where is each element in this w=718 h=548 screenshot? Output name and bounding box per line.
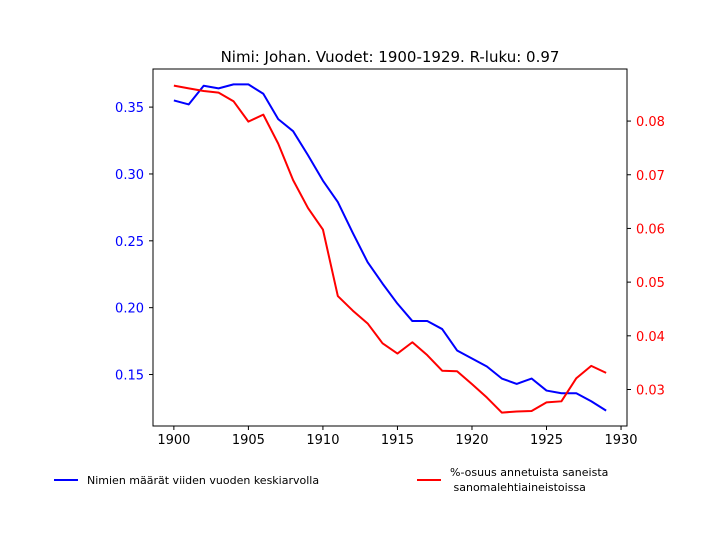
right-y-tick-label: 0.08 <box>636 115 665 130</box>
axes-layer: 1900 1905 1910 1915 1920 1925 1930 0.15 0.20 0.25… <box>115 101 665 448</box>
left-y-tick-label: 0.25 <box>115 235 144 250</box>
x-tick-label: 1900 <box>157 433 190 448</box>
left-y-tick-label: 0.30 <box>115 168 144 183</box>
x-tick-label: 1910 <box>306 433 339 448</box>
x-tick-label: 1920 <box>455 433 488 448</box>
x-tick-label: 1930 <box>604 433 637 448</box>
chart-title: Nimi: Johan. Vuodet: 1900-1929. R-luku: … <box>221 48 560 66</box>
left-y-tick-label: 0.15 <box>115 369 144 384</box>
legend-label: %-osuus annetuista saneista sanomalehtia… <box>450 466 608 494</box>
right-y-tick-label: 0.07 <box>636 169 665 184</box>
x-tick-label: 1915 <box>381 433 414 448</box>
right-y-tick-label: 0.05 <box>636 276 665 291</box>
right-y-tick-label: 0.03 <box>636 383 665 398</box>
plot-frame <box>152 68 628 427</box>
legend-label: Nimien määrät viiden vuoden keskiarvolla <box>87 474 319 487</box>
x-tick-label: 1925 <box>530 433 563 448</box>
right-y-tick-label: 0.06 <box>636 222 665 237</box>
series-line-1 <box>173 84 607 414</box>
series-line-0 <box>173 83 607 412</box>
series-layer <box>173 83 607 414</box>
left-y-tick-label: 0.20 <box>115 302 144 317</box>
left-y-tick-label: 0.35 <box>115 101 144 116</box>
x-tick-label: 1905 <box>232 433 265 448</box>
legend-item-1: %-osuus annetuista saneista sanomalehtia… <box>417 466 608 494</box>
legend: Nimien määrät viiden vuoden keskiarvolla… <box>54 466 608 494</box>
legend-item-0: Nimien määrät viiden vuoden keskiarvolla <box>54 474 319 487</box>
right-y-tick-label: 0.04 <box>636 330 665 345</box>
